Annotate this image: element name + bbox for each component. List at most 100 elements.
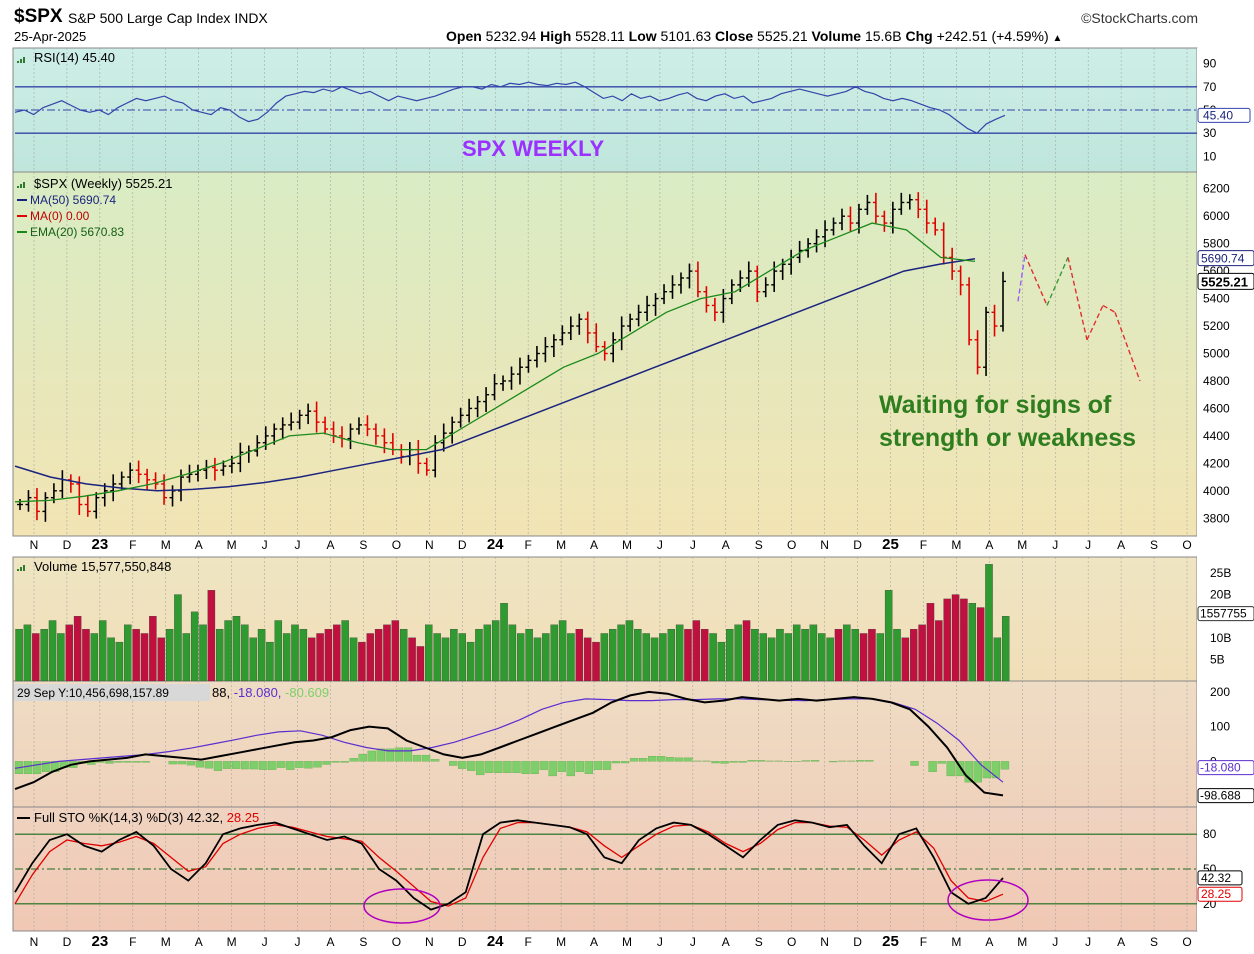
close-value: 5525.21	[757, 28, 808, 44]
ma0-legend: MA(0) 0.00	[30, 209, 90, 223]
macd-value-box	[1197, 760, 1254, 776]
volume-bar	[976, 607, 985, 682]
volume-bar	[667, 628, 675, 682]
x-tick-label: M	[227, 935, 237, 949]
volume-bar	[517, 633, 525, 682]
volume-bar	[918, 624, 926, 682]
volume-bar	[266, 641, 274, 682]
macd-histogram-bar	[41, 761, 51, 772]
macd-histogram-bar	[331, 761, 340, 763]
volume-bar	[149, 616, 157, 682]
x-tick-label: O	[787, 935, 796, 949]
macd-histogram-bar	[928, 761, 937, 772]
volume-bar	[383, 624, 391, 682]
close-value-box	[1197, 272, 1254, 290]
volume-bar	[140, 633, 149, 682]
macd-histogram-bar	[801, 760, 811, 762]
macd-histogram-bar	[955, 761, 964, 777]
macd-histogram-bar	[512, 761, 521, 773]
macd-histogram-bar	[295, 761, 304, 768]
volume-tick-label: 25B	[1210, 566, 1231, 580]
macd-histogram-bar	[494, 761, 503, 773]
volume-bar	[642, 633, 650, 682]
macd-histogram-bar	[213, 761, 223, 771]
volume-bar	[801, 628, 809, 682]
volume-bar	[826, 637, 834, 682]
volume-value: 15.6B	[864, 28, 902, 44]
macd-histogram-bar	[105, 761, 114, 764]
macd-histogram-bar	[123, 761, 132, 763]
x-tick-label: A	[985, 935, 993, 949]
rsi-line	[14, 81, 1006, 134]
volume-bar	[734, 624, 742, 682]
x-tick-label: M	[1017, 935, 1027, 949]
macd-histogram-bar	[268, 761, 277, 770]
x-tick-label: A	[195, 935, 203, 949]
projection-segment	[1102, 304, 1116, 313]
volume-bar	[859, 633, 868, 682]
rsi-tick-label: 30	[1203, 126, 1217, 140]
price-legend: $SPX (Weekly) 5525.21	[34, 176, 173, 191]
rsi-legend: RSI(14) 45.40	[34, 50, 115, 65]
macd-histogram-bar	[322, 761, 331, 765]
volume-bar	[408, 637, 416, 682]
macd-histogram-bar	[430, 759, 440, 762]
volume-bar	[107, 637, 115, 682]
volume-bar	[717, 641, 726, 682]
annotation-line-2: strength or weakness	[879, 424, 1136, 452]
x-tick-label: N	[425, 538, 434, 552]
x-tick-label: A	[326, 538, 334, 552]
macd-histogram-bar	[620, 761, 630, 764]
macd-legend-signal: -80.609	[285, 685, 329, 700]
rsi-tick-label: 70	[1203, 80, 1217, 94]
macd-histogram-bar	[657, 755, 666, 762]
macd-histogram-bar	[177, 761, 186, 765]
x-tick-label: S	[755, 538, 763, 552]
macd-histogram-bar	[23, 761, 33, 774]
macd-histogram-bar	[530, 761, 539, 774]
macd-histogram-bar	[539, 761, 548, 770]
volume-bar	[592, 641, 600, 682]
volume-bar	[726, 628, 734, 682]
x-tick-label: 23	[92, 536, 109, 553]
macd-value-label: -98.688	[1200, 789, 1241, 803]
volume-bar	[776, 628, 784, 682]
volume-bar	[23, 624, 32, 682]
chg-label: Chg	[905, 28, 933, 44]
volume-bar	[968, 603, 977, 682]
volume-bar	[893, 628, 901, 682]
volume-bar	[216, 628, 224, 682]
chg-value: +242.51 (+4.59%)	[936, 28, 1049, 44]
x-tick-label: J	[1085, 935, 1091, 949]
x-tick-label: N	[30, 538, 39, 552]
x-tick-label: F	[524, 935, 531, 949]
volume-bar	[98, 620, 107, 682]
volume-bar	[609, 628, 617, 682]
x-tick-label: F	[524, 538, 531, 552]
rsi-value-box	[1197, 107, 1251, 123]
volume-tick-label: 5B	[1210, 652, 1225, 666]
macd-histogram-bar	[250, 761, 259, 770]
brand-logo: ©StockCharts.com	[1081, 10, 1198, 26]
macd-histogram-bar	[385, 748, 395, 762]
price-tick-label: 4200	[1203, 456, 1230, 470]
macd-histogram-bar	[684, 757, 693, 762]
price-tick-label: 3800	[1203, 511, 1230, 525]
volume-plot	[15, 564, 1010, 682]
x-tick-label: D	[458, 935, 467, 949]
macd-plot	[14, 690, 1010, 797]
volume-bar	[82, 628, 90, 682]
volume-bar	[366, 633, 374, 682]
volume-bar	[960, 598, 968, 682]
volume-bar	[491, 620, 500, 682]
volume-bar	[15, 628, 23, 682]
x-tick-label: J	[690, 935, 696, 949]
projection-segment	[1067, 257, 1088, 340]
volume-bar	[416, 646, 425, 682]
volume-bar	[659, 633, 667, 682]
x-tick-label: S	[359, 935, 367, 949]
symbol-title: $SPX	[14, 6, 63, 27]
volume-bar	[433, 633, 441, 682]
volume-bar	[157, 637, 165, 682]
x-tick-label: A	[195, 538, 203, 552]
